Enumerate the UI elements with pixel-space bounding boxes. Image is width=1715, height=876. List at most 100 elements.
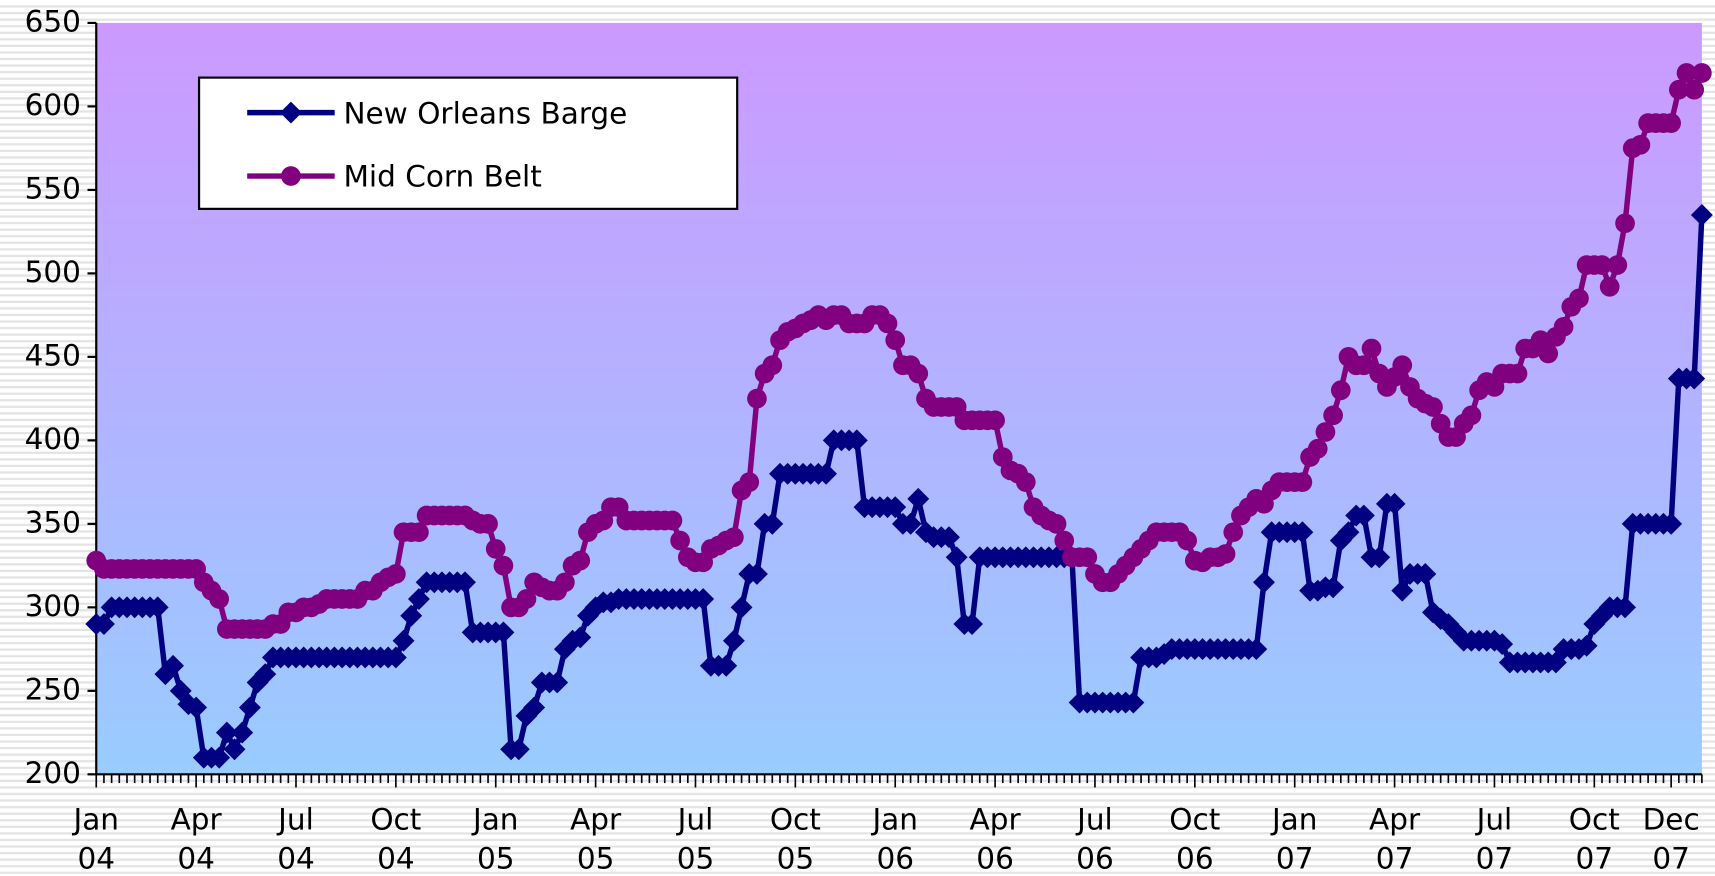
legend-label: Mid Corn Belt [343,160,541,194]
x-tick-label: Jan 06 [870,802,918,875]
data-point [715,654,738,677]
data-point [670,530,690,551]
data-point [1323,405,1343,426]
data-point [1253,571,1275,594]
data-point [546,671,569,694]
data-point [1569,288,1589,309]
data-point [1676,63,1697,83]
data-point [1683,367,1706,390]
x-tick-label: Dec 07 [1643,802,1700,875]
y-tick-label: 200 [25,756,81,790]
data-point [1553,316,1574,337]
y-tick-label: 650 [25,4,81,38]
data-point [146,596,169,619]
data-point [492,621,515,644]
data-point [724,527,744,548]
data-point [409,522,429,543]
data-point [1684,79,1705,100]
data-point [1491,633,1514,656]
data-point [185,696,208,719]
x-tick-label: Apr 07 [1369,802,1421,875]
x-tick-label: Oct 06 [1169,802,1220,875]
data-point [1414,563,1437,585]
data-point [722,629,745,652]
x-tick-label: Jul 07 [1475,802,1514,875]
data-point [938,526,960,549]
data-point [1054,530,1075,551]
x-tick-label: Jan 04 [72,802,120,875]
data-point [985,410,1005,431]
data-point [1507,363,1528,384]
data-point [1607,255,1628,275]
data-point [1337,521,1360,544]
data-point [1599,276,1620,297]
data-point [215,721,238,744]
chart-layer: 200 250 300 350 400 450 500 550 600 650 Jan 04 Apr 04… [25,4,1713,875]
data-point [961,613,983,635]
data-point [692,588,715,610]
data-point [1661,113,1681,133]
data-point [1077,547,1098,568]
data-point [555,572,575,593]
data-point [392,629,415,652]
y-tick-label: 550 [25,171,81,205]
data-point [1615,213,1635,234]
data-point [662,510,683,531]
data-point [739,472,760,492]
data-point [523,696,546,719]
data-point [493,555,514,576]
data-point [1538,343,1559,364]
data-point [884,496,907,519]
data-point [815,462,838,485]
legend-box [197,76,739,210]
data-point [899,512,922,535]
data-point [885,330,906,351]
y-tick-label: 500 [25,255,81,289]
data-point [209,589,230,609]
data-point [730,596,753,619]
data-point [945,546,968,569]
data-point [1354,355,1374,376]
data-point [208,746,231,769]
data-point [92,613,115,635]
x-tick-label: Jul 04 [276,802,315,875]
data-point [384,646,407,669]
legend-label: New Orleans Barge [343,96,627,130]
data-point [845,429,868,452]
data-point [1307,438,1328,459]
legend-marker [281,166,301,186]
data-point [1461,405,1482,426]
data-point [1668,79,1689,100]
data-point [1423,397,1443,417]
data-point [386,564,406,584]
data-point [400,604,423,627]
x-tick-label: Oct 07 [1569,802,1620,875]
y-tick-label: 300 [25,589,81,623]
x-tick-label: Jan 05 [471,802,519,875]
x-tick-label: Oct 04 [370,802,421,875]
data-point [1690,204,1713,226]
y-tick-label: 400 [25,422,81,456]
legend-marker [280,101,302,124]
data-point [454,571,476,594]
data-point [1391,579,1414,602]
data-point [1383,492,1406,515]
data-point [223,738,246,761]
data-point [1361,338,1382,359]
data-point [1291,521,1314,544]
data-point [1392,355,1413,376]
data-point [1575,634,1598,657]
data-point [478,514,498,534]
data-point [485,539,506,559]
data-point [1215,544,1236,564]
x-tick-label: Jul 06 [1075,802,1114,875]
data-point [762,355,783,376]
x-tick-label: Apr 05 [570,802,622,875]
data-point [231,721,254,744]
data-point [907,487,930,510]
data-point [407,588,430,610]
y-tick-label: 350 [25,505,81,539]
data-point [1245,638,1268,661]
